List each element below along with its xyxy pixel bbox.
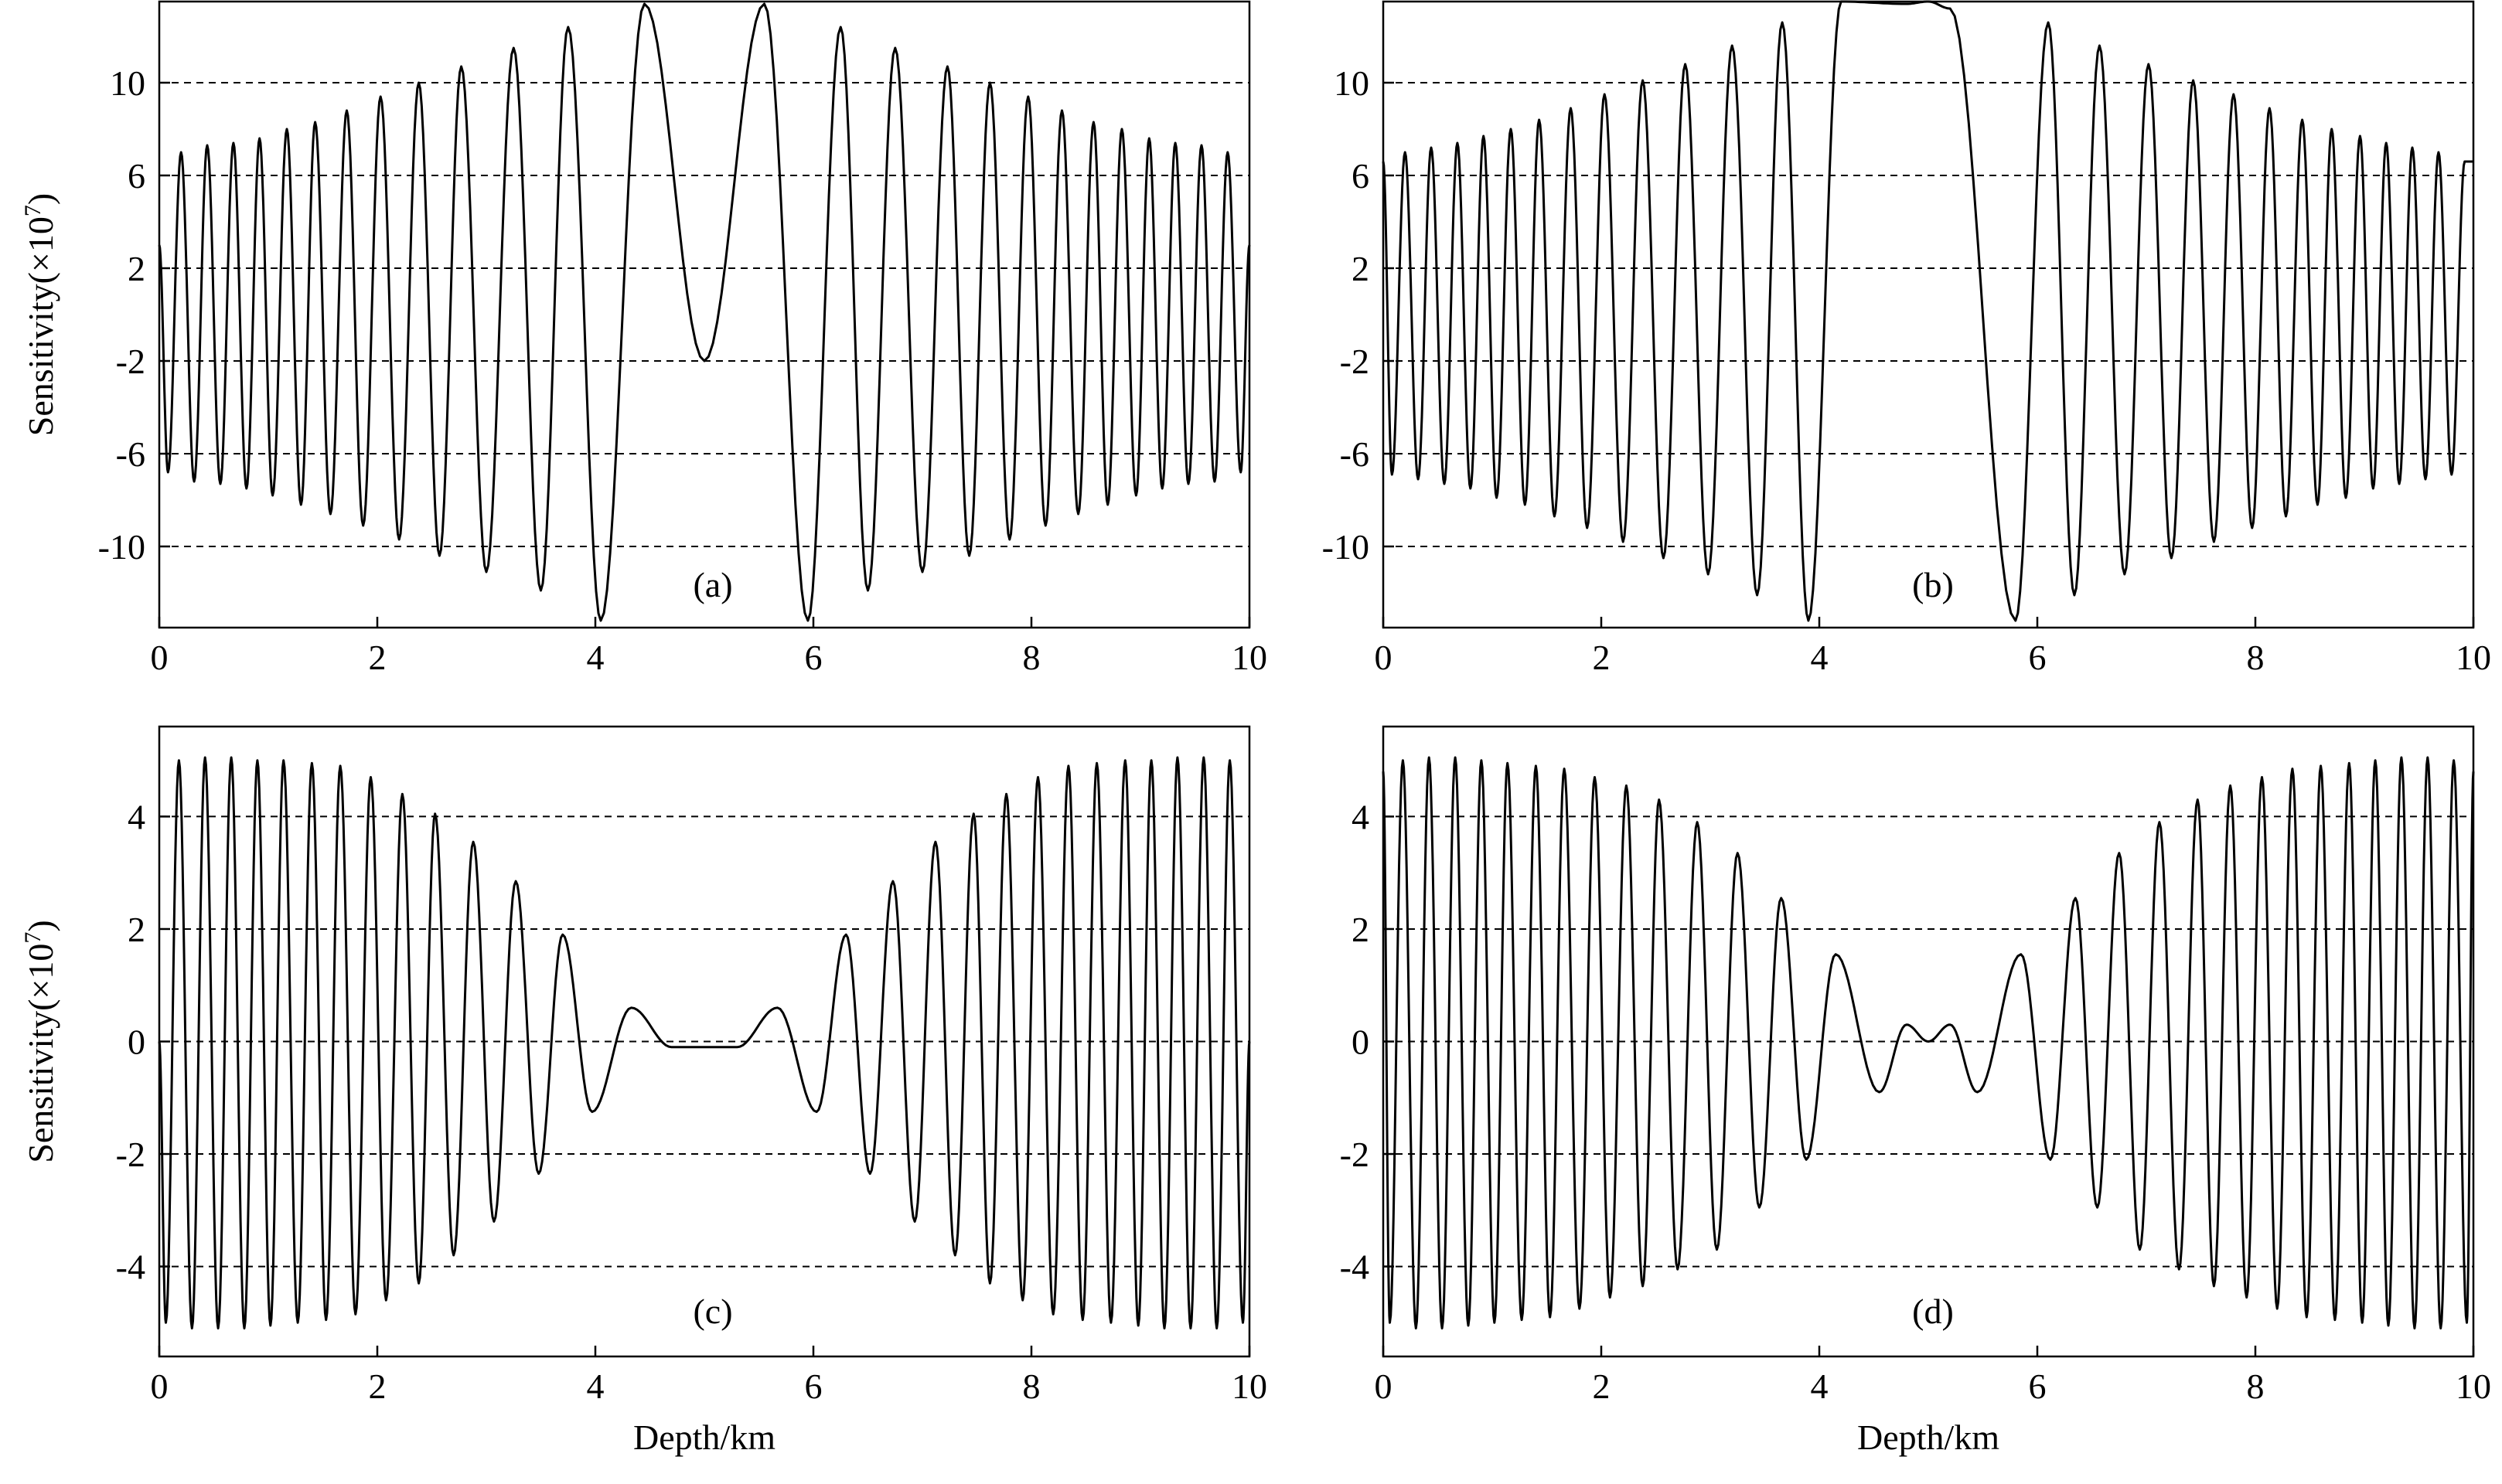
y-tick-label: 2	[1352, 910, 1369, 949]
x-tick-label: 2	[1593, 638, 1611, 677]
y-tick-label: 2	[128, 249, 145, 288]
x-tick-label: 2	[369, 1367, 387, 1406]
sensitivity-line	[158, 756, 1251, 1330]
y-tick-label: -4	[116, 1247, 145, 1287]
panel-label: (d)	[1912, 1292, 1954, 1331]
x-tick-label: 2	[369, 638, 387, 677]
y-tick-label: 0	[1352, 1023, 1369, 1062]
y-tick-label: 6	[1352, 156, 1369, 196]
x-tick-label: 0	[151, 638, 169, 677]
x-tick-label: 4	[1811, 638, 1829, 677]
x-tick-label: 8	[1023, 1367, 1041, 1406]
y-tick-label: -2	[1340, 1135, 1369, 1174]
x-tick-label: 6	[2029, 638, 2047, 677]
sensitivity-line	[1382, 0, 2474, 622]
panel-label: (c)	[693, 1292, 732, 1331]
y-axis-title: Sensitivity(×107)	[20, 920, 61, 1162]
y-tick-label: -10	[1322, 527, 1369, 567]
x-tick-label: 2	[1593, 1367, 1611, 1406]
x-tick-label: 0	[151, 1367, 169, 1406]
x-tick-label: 0	[1375, 638, 1392, 677]
y-tick-label: 2	[128, 910, 145, 949]
x-axis-title: Depth/km	[1857, 1418, 1999, 1457]
x-tick-label: 4	[587, 1367, 605, 1406]
y-tick-label: 4	[1352, 797, 1369, 836]
x-tick-label: 10	[1232, 638, 1267, 677]
y-tick-label: -4	[1340, 1247, 1369, 1287]
y-tick-label: 2	[1352, 249, 1369, 288]
chart-panel-d: 0 2 4 6 8 10 4 2 0 -2 -4 (d) Depth/km	[1340, 725, 2491, 1457]
x-tick-label: 4	[1811, 1367, 1829, 1406]
y-tick-label: 4	[128, 797, 145, 836]
y-tick-label: -2	[1340, 342, 1369, 381]
x-tick-label: 8	[1023, 638, 1041, 677]
x-tick-label: 6	[805, 1367, 823, 1406]
x-tick-label: 0	[1375, 1367, 1392, 1406]
y-tick-label: 0	[128, 1023, 145, 1062]
chart-panel-a: 0 2 4 6 8 10 10 6 2 -2 -6 -10 (a) Sensitivity(×107)	[20, 0, 1267, 677]
chart-panel-c: 0 2 4 6 8 10 4 2 0 -2 -4 (c) Sensitivity(×107) Depth/…	[20, 725, 1267, 1457]
x-tick-label: 8	[2247, 1367, 2265, 1406]
panel-label: (a)	[693, 565, 732, 604]
panel-label: (b)	[1912, 565, 1954, 604]
x-tick-label: 10	[1232, 1367, 1267, 1406]
y-tick-label: 10	[110, 63, 145, 103]
y-tick-label: -2	[116, 1135, 145, 1174]
y-tick-label: -2	[116, 342, 145, 381]
sensitivity-line	[158, 2, 1251, 622]
x-tick-label: 10	[2456, 1367, 2491, 1406]
x-axis-title: Depth/km	[633, 1418, 775, 1457]
y-tick-label: -6	[116, 434, 145, 474]
x-tick-label: 6	[805, 638, 823, 677]
plot-frame	[158, 0, 1251, 629]
plot-frame	[1382, 0, 2475, 629]
x-tick-label: 4	[587, 638, 605, 677]
y-tick-label: 10	[1334, 63, 1369, 103]
y-tick-label: -10	[98, 527, 145, 567]
y-axis-title: Sensitivity(×107)	[20, 193, 61, 436]
x-tick-label: 8	[2247, 638, 2265, 677]
chart-panel-b: 0 2 4 6 8 10 10 6 2 -2 -6 -10 (b)	[1322, 0, 2491, 677]
x-tick-label: 10	[2456, 638, 2491, 677]
x-tick-label: 6	[2029, 1367, 2047, 1406]
sensitivity-line	[1382, 756, 2475, 1330]
y-tick-label: -6	[1340, 434, 1369, 474]
y-tick-label: 6	[128, 156, 145, 196]
